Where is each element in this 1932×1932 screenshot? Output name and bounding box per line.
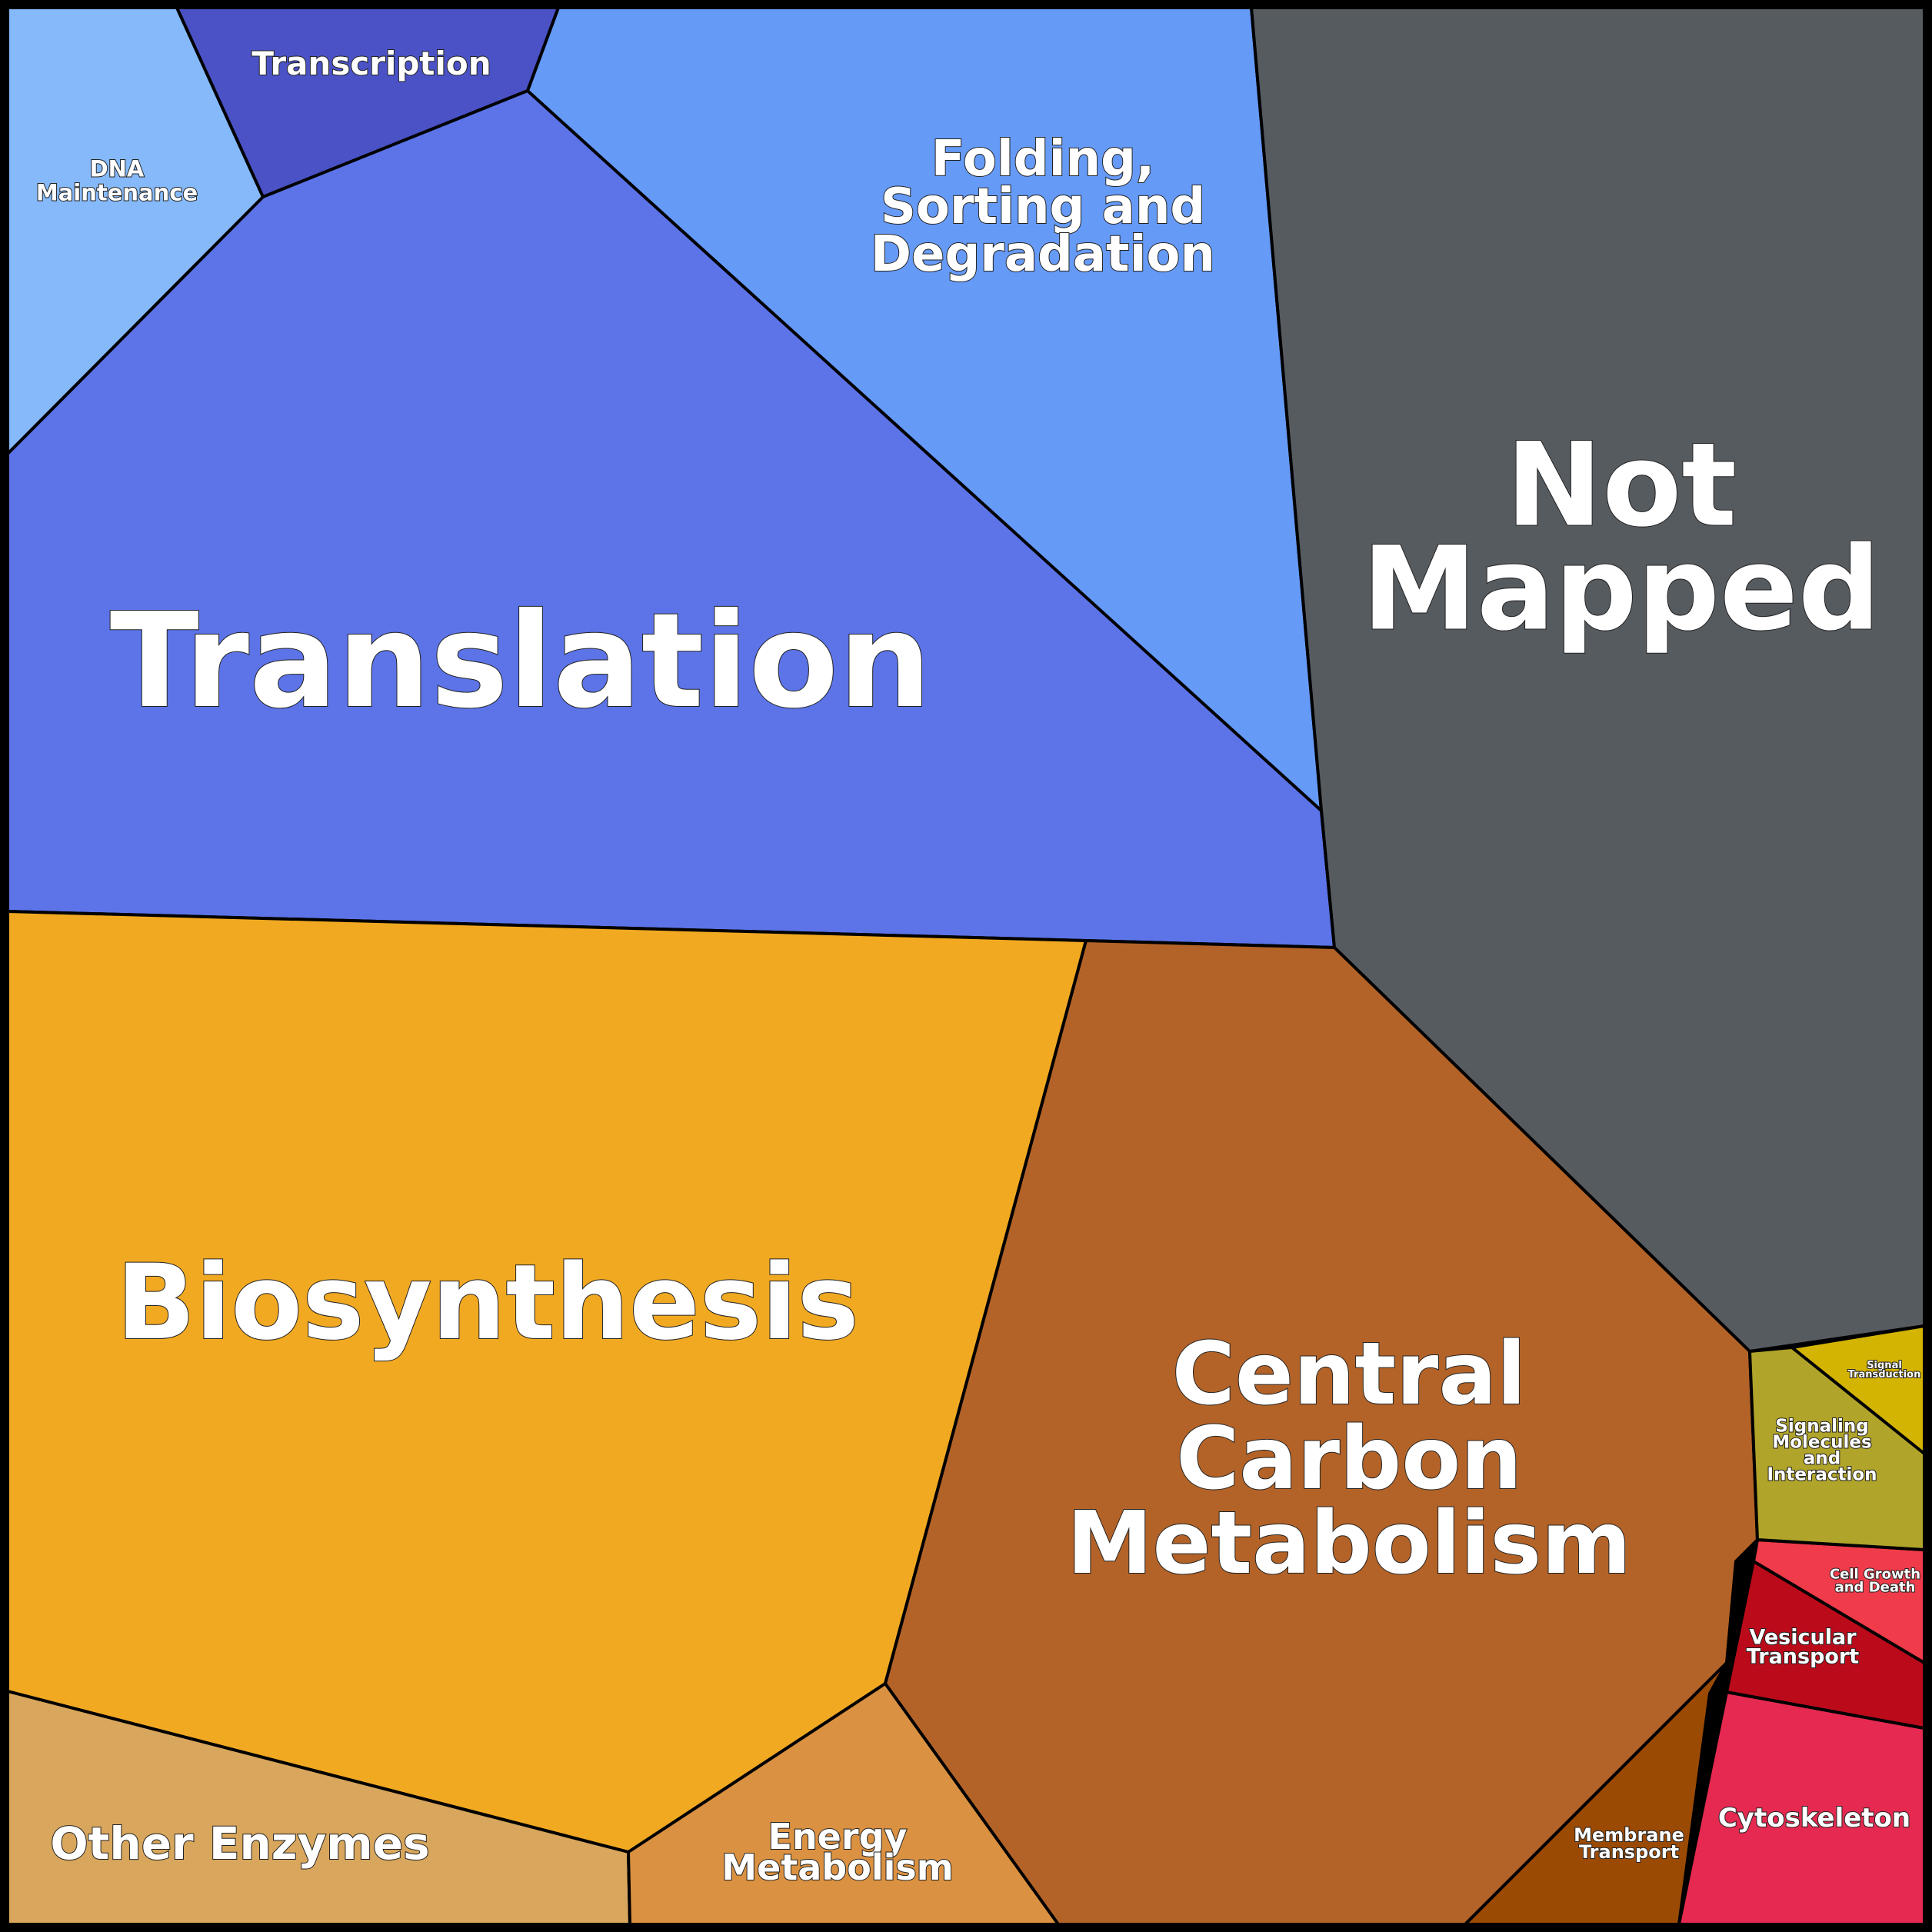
- label-line: Molecules: [1772, 1433, 1871, 1453]
- label-line: Metabolism: [1067, 1494, 1631, 1594]
- label-line: Folding,: [931, 131, 1154, 188]
- cell-energy-metabolism: [627, 1682, 1060, 1926]
- label-other-enzymes: Other Enzymes: [50, 1817, 429, 1870]
- label-transcription: Transcription: [251, 45, 491, 82]
- label-line: Vesicular: [1749, 1626, 1857, 1650]
- label-line: and Death: [1835, 1580, 1916, 1596]
- label-line: Interaction: [1767, 1465, 1877, 1485]
- label-line: Cytoskeleton: [1718, 1803, 1910, 1834]
- label-not-mapped: Not Mapped: [1362, 419, 1880, 657]
- label-line: Transport: [1747, 1645, 1859, 1669]
- label-line: Degradation: [871, 226, 1215, 283]
- label-line: Signaling: [1775, 1417, 1868, 1437]
- label-cytoskeleton: Cytoskeleton: [1718, 1803, 1910, 1834]
- label-line: Cell Growth: [1830, 1567, 1920, 1583]
- label-line: and: [1804, 1449, 1840, 1469]
- label-line: Translation: [110, 585, 931, 738]
- label-line: Carbon: [1176, 1409, 1522, 1509]
- label-line: Biosynthesis: [116, 1242, 859, 1363]
- label-line: Metabolism: [721, 1847, 953, 1888]
- cell-signal-transduction: [1790, 1324, 1926, 1455]
- label-vesicular-transport: Vesicular Transport: [1747, 1626, 1859, 1669]
- label-line: Transcription: [251, 45, 491, 82]
- label-line: Maintenance: [36, 180, 198, 206]
- label-line: Signal: [1867, 1360, 1902, 1371]
- label-signaling-molecules: Signaling Molecules and Interaction: [1767, 1417, 1877, 1485]
- label-line: Sorting and: [881, 178, 1205, 235]
- label-dna-maintenance: DNA Maintenance: [36, 156, 198, 206]
- label-folding: Folding, Sorting and Degradation: [871, 131, 1215, 283]
- label-line: Transduction: [1848, 1369, 1921, 1381]
- label-line: DNA: [90, 156, 145, 182]
- label-translation: Translation: [110, 585, 931, 738]
- label-line: Not: [1506, 419, 1737, 553]
- label-line: Central: [1172, 1324, 1527, 1424]
- label-biosynthesis: Biosynthesis: [116, 1242, 859, 1363]
- label-signal-transduction: Signal Transduction: [1848, 1360, 1921, 1381]
- label-line: Membrane: [1574, 1824, 1684, 1846]
- label-line: Transport: [1579, 1841, 1679, 1863]
- label-line: Mapped: [1362, 523, 1880, 657]
- label-line: Other Enzymes: [50, 1817, 429, 1870]
- label-line: Energy: [768, 1816, 908, 1857]
- label-membrane-transport: Membrane Transport: [1574, 1824, 1684, 1863]
- cell-signaling-molecules: [1748, 1346, 1926, 1551]
- label-energy-metabolism: Energy Metabolism: [721, 1816, 953, 1888]
- label-cell-growth: Cell Growth and Death: [1830, 1567, 1920, 1596]
- label-central-carbon: Central Carbon Metabolism: [1067, 1324, 1631, 1594]
